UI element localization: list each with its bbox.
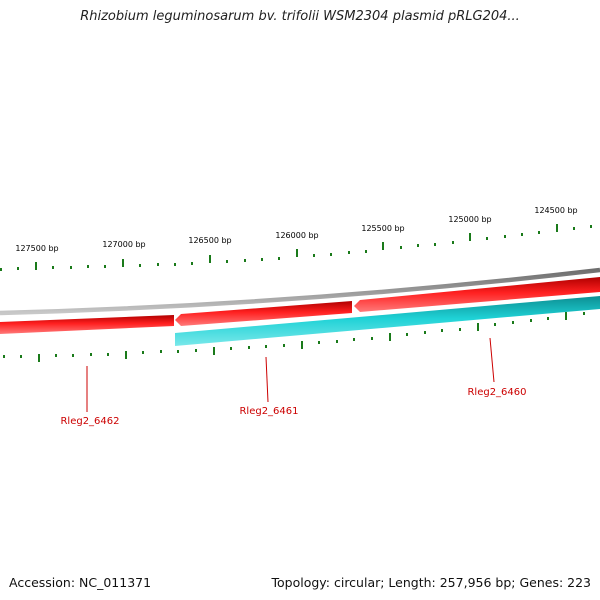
tick-mark bbox=[160, 350, 162, 353]
gene-arrow-rleg2-6462[interactable] bbox=[0, 315, 174, 334]
gene-arrow-rleg2-6461[interactable] bbox=[175, 301, 352, 326]
tick-mark bbox=[336, 340, 338, 343]
tick-mark bbox=[530, 319, 532, 322]
plasmid-backbone bbox=[0, 267, 600, 316]
tick-label: 124500 bp bbox=[534, 206, 577, 215]
accession-label: Accession: NC_011371 bbox=[9, 575, 152, 590]
leader-line-rleg2-6461 bbox=[265, 356, 269, 403]
tick-mark bbox=[230, 347, 232, 350]
tick-mark bbox=[3, 355, 5, 358]
tick-mark bbox=[72, 354, 74, 357]
tick-mark bbox=[318, 341, 320, 344]
tick-mark bbox=[38, 354, 40, 362]
tick-mark bbox=[213, 347, 215, 355]
tick-mark bbox=[521, 233, 523, 236]
gene-leader-lines bbox=[86, 337, 495, 412]
tick-mark bbox=[441, 329, 443, 332]
tick-mark bbox=[406, 333, 408, 336]
tick-mark bbox=[371, 337, 373, 340]
tick-mark bbox=[459, 328, 461, 331]
tick-mark bbox=[434, 243, 436, 246]
tick-mark bbox=[452, 241, 454, 244]
tick-mark bbox=[365, 250, 367, 253]
tick-mark bbox=[547, 317, 549, 320]
tick-mark bbox=[382, 242, 384, 250]
tick-mark bbox=[565, 312, 567, 320]
tick-mark bbox=[283, 344, 285, 347]
tick-mark bbox=[191, 262, 193, 265]
tick-mark bbox=[226, 260, 228, 263]
tick-label: 127500 bp bbox=[15, 244, 58, 253]
tick-mark bbox=[417, 244, 419, 247]
tick-mark bbox=[556, 224, 558, 232]
tick-mark bbox=[494, 323, 496, 326]
outer-tick-row bbox=[0, 224, 592, 271]
tick-mark bbox=[174, 263, 176, 266]
tick-mark bbox=[125, 351, 127, 359]
tick-label: 125500 bp bbox=[361, 224, 404, 233]
tick-mark bbox=[122, 259, 124, 267]
tick-mark bbox=[107, 353, 109, 356]
tick-mark bbox=[248, 346, 250, 349]
tick-mark bbox=[244, 259, 246, 262]
tick-mark bbox=[52, 266, 54, 269]
tick-label: 125000 bp bbox=[448, 215, 491, 224]
tick-mark bbox=[20, 355, 22, 358]
gene-label-rleg2-6461[interactable]: Rleg2_6461 bbox=[239, 406, 298, 417]
tick-mark bbox=[486, 237, 488, 240]
tick-mark bbox=[389, 333, 391, 341]
tick-mark bbox=[583, 312, 585, 315]
tick-mark bbox=[70, 266, 72, 269]
tick-mark bbox=[400, 246, 402, 249]
tick-mark bbox=[590, 225, 592, 228]
genome-stats-label: Topology: circular; Length: 257,956 bp; … bbox=[271, 575, 592, 590]
tick-mark bbox=[104, 265, 106, 268]
tick-mark bbox=[424, 331, 426, 334]
tick-mark bbox=[278, 257, 280, 260]
tick-mark bbox=[90, 353, 92, 356]
tick-mark bbox=[35, 262, 37, 270]
tick-mark bbox=[261, 258, 263, 261]
tick-mark bbox=[296, 249, 298, 257]
tick-mark bbox=[330, 253, 332, 256]
leader-line-rleg2-6460 bbox=[489, 337, 495, 383]
tick-mark bbox=[142, 351, 144, 354]
tick-mark bbox=[469, 233, 471, 241]
tick-mark bbox=[348, 251, 350, 254]
tick-mark bbox=[512, 321, 514, 324]
tick-label: 126000 bp bbox=[275, 231, 318, 240]
tick-mark bbox=[573, 227, 575, 230]
tick-mark bbox=[157, 263, 159, 266]
tick-mark bbox=[177, 350, 179, 353]
tick-mark bbox=[313, 254, 315, 257]
tick-mark bbox=[55, 354, 57, 357]
tick-label: 126500 bp bbox=[188, 236, 231, 245]
map-title: Rhizobium leguminosarum bv. trifolii WSM… bbox=[80, 9, 520, 24]
gene-labels: Rleg2_6462 Rleg2_6461 Rleg2_6460 bbox=[60, 387, 526, 427]
gene-arrow-rleg2-6460[interactable] bbox=[175, 296, 600, 346]
gene-arrow-rleg2-6460-adjacent[interactable] bbox=[354, 277, 600, 312]
tick-mark bbox=[265, 345, 267, 348]
tick-mark bbox=[301, 341, 303, 349]
gene-label-rleg2-6462[interactable]: Rleg2_6462 bbox=[60, 416, 119, 427]
tick-mark bbox=[477, 323, 479, 331]
tick-mark bbox=[209, 255, 211, 263]
tick-mark bbox=[504, 235, 506, 238]
tick-mark bbox=[538, 231, 540, 234]
tick-mark bbox=[195, 349, 197, 352]
inner-tick-row bbox=[3, 312, 585, 362]
gene-label-rleg2-6460[interactable]: Rleg2_6460 bbox=[467, 387, 526, 398]
tick-mark bbox=[353, 338, 355, 341]
tick-mark bbox=[87, 265, 89, 268]
tick-label: 127000 bp bbox=[102, 240, 145, 249]
tick-labels: 127500 bp 127000 bp 126500 bp 126000 bp … bbox=[15, 206, 577, 253]
tick-mark bbox=[17, 267, 19, 270]
tick-mark bbox=[139, 264, 141, 267]
tick-mark bbox=[0, 268, 2, 271]
